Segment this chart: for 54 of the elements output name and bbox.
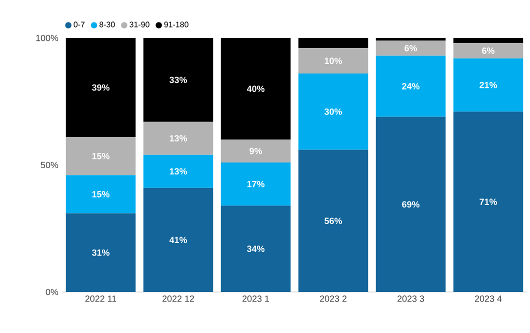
bar bbox=[220, 38, 291, 140]
x-tick-label: 2023 2 bbox=[320, 296, 346, 302]
bar bbox=[298, 48, 368, 74]
bar bbox=[376, 116, 446, 292]
data-label: 71% bbox=[480, 198, 497, 205]
bar bbox=[220, 162, 291, 206]
bar bbox=[66, 137, 136, 176]
bar bbox=[453, 43, 524, 58]
bar bbox=[66, 38, 136, 138]
x-tick-label: 2023 1 bbox=[242, 296, 270, 302]
bar bbox=[66, 213, 136, 292]
data-label: 13% bbox=[170, 168, 187, 175]
data-label: 15% bbox=[92, 191, 110, 198]
y-tick-label: 100% bbox=[36, 34, 58, 42]
bar bbox=[376, 40, 446, 56]
data-label: 31% bbox=[92, 249, 110, 256]
data-label: 6% bbox=[404, 44, 417, 52]
x-tick-label: 2023 4 bbox=[474, 296, 502, 302]
bar bbox=[453, 58, 524, 112]
bar bbox=[376, 56, 446, 117]
bar bbox=[376, 38, 446, 41]
bar bbox=[453, 112, 524, 292]
bar bbox=[143, 154, 214, 188]
y-tick-label: 0% bbox=[46, 288, 58, 296]
data-label: 33% bbox=[169, 76, 187, 84]
x-tick-label: 2022 12 bbox=[162, 296, 194, 302]
data-label: 39% bbox=[92, 84, 110, 91]
data-label: 6% bbox=[482, 48, 494, 54]
bar bbox=[220, 206, 291, 292]
data-label: 40% bbox=[246, 86, 264, 92]
data-label: 41% bbox=[169, 236, 187, 244]
x-tick-label: 2023 3 bbox=[397, 296, 424, 302]
data-label: 24% bbox=[402, 83, 420, 90]
bar bbox=[143, 122, 214, 155]
data-label: 9% bbox=[250, 148, 262, 154]
data-label: 30% bbox=[324, 108, 342, 115]
data-label: 56% bbox=[324, 218, 342, 224]
y-tick-label: 50% bbox=[40, 162, 58, 168]
data-label: 17% bbox=[247, 180, 264, 188]
data-label: 21% bbox=[480, 82, 497, 88]
data-label: 10% bbox=[324, 58, 342, 64]
bar bbox=[453, 38, 524, 44]
bar bbox=[298, 38, 368, 48]
data-label: 34% bbox=[246, 246, 264, 252]
bar bbox=[143, 38, 214, 122]
bar bbox=[298, 74, 368, 150]
data-label: 69% bbox=[402, 201, 420, 208]
data-label: 13% bbox=[170, 135, 187, 142]
x-tick-label: 2022 11 bbox=[85, 296, 116, 302]
data-label: 15% bbox=[92, 152, 110, 160]
bar bbox=[66, 175, 136, 214]
bar bbox=[298, 150, 368, 292]
bar bbox=[220, 140, 291, 162]
bar bbox=[143, 188, 214, 292]
